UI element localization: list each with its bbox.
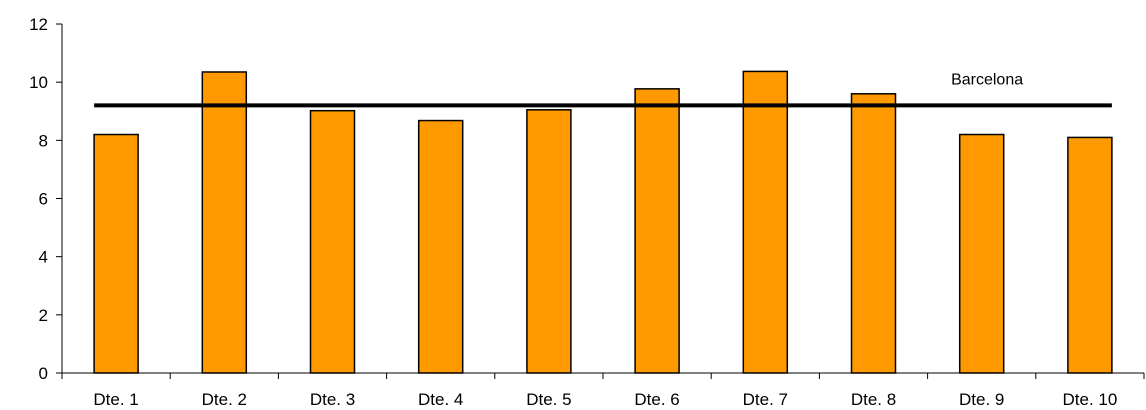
y-tick-label: 6: [39, 190, 48, 209]
reference-line-group: Barcelona: [94, 71, 1112, 108]
bar: [526, 109, 572, 374]
bar: [417, 119, 464, 374]
bar: [1067, 136, 1113, 374]
reference-line-label: Barcelona: [951, 71, 1023, 88]
x-category-label: Dte. 1: [93, 390, 138, 409]
bar: [742, 70, 789, 374]
x-category-label: Dte. 9: [959, 390, 1004, 409]
bar: [309, 109, 356, 374]
y-tick-label: 12: [29, 15, 48, 34]
bar: [93, 133, 139, 374]
x-category-label: Dte. 10: [1062, 390, 1117, 409]
bar: [958, 133, 1005, 374]
y-tick-label: 4: [39, 248, 48, 267]
x-category-label: Dte. 8: [851, 390, 896, 409]
x-category-label: Dte. 2: [202, 390, 247, 409]
x-category-label: Dte. 7: [743, 390, 788, 409]
x-category-label: Dte. 6: [634, 390, 679, 409]
x-category-label: Dte. 4: [418, 390, 463, 409]
bar: [634, 88, 680, 374]
bars: [93, 70, 1113, 374]
y-tick-label: 2: [39, 306, 48, 325]
x-category-label: Dte. 3: [310, 390, 355, 409]
x-category-label: Dte. 5: [526, 390, 571, 409]
bar: [850, 93, 897, 374]
y-axis: 0 2 4 6 8 10 12: [29, 15, 63, 383]
y-tick-label: 10: [29, 73, 48, 92]
y-tick-label: 8: [39, 131, 48, 150]
y-tick-label: 0: [39, 364, 48, 383]
x-axis: Dte. 1 Dte. 2 Dte. 3 Dte. 4 Dte. 5 Dte. 6 Dte.…: [61, 372, 1145, 409]
bar: [201, 71, 248, 374]
